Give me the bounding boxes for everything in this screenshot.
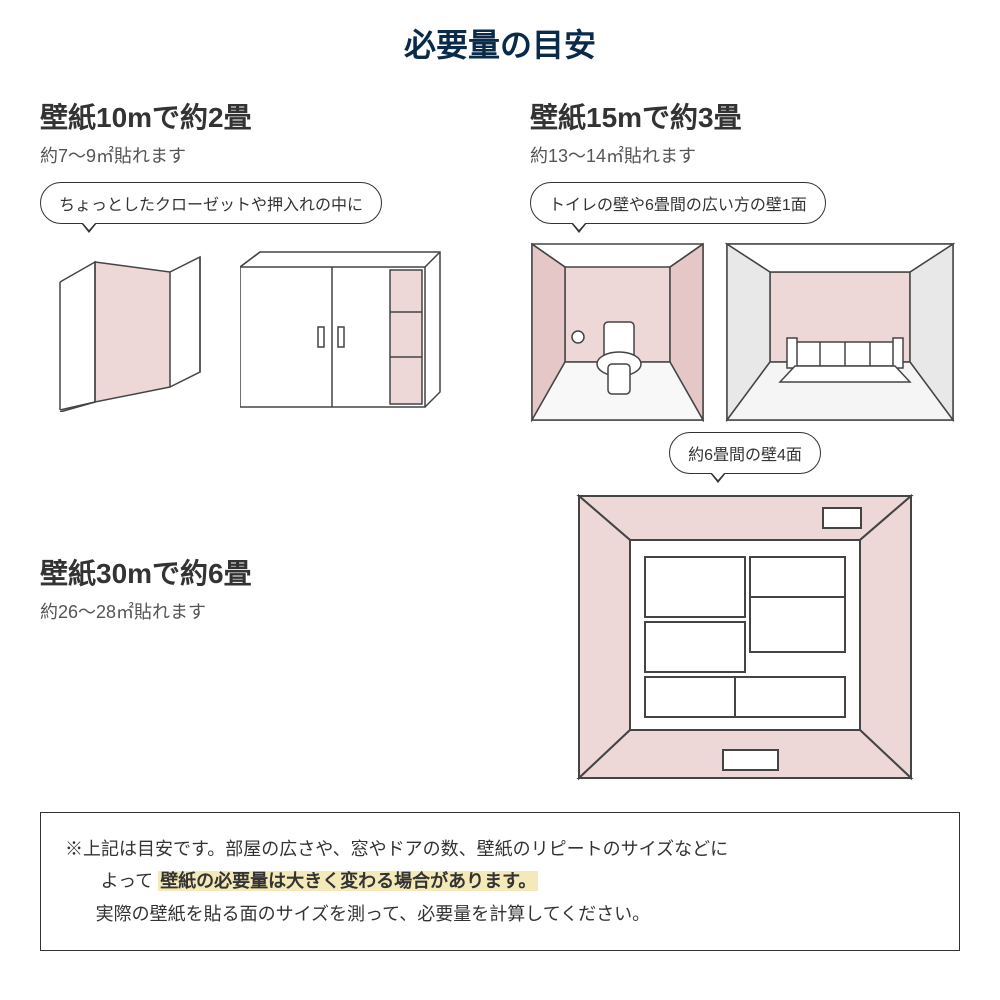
room-one-wall-icon	[725, 242, 955, 422]
section-30m-text: 壁紙30mで約6畳 約26〜28㎡貼れます	[40, 432, 470, 782]
heading-15m: 壁紙15mで約3畳	[530, 96, 960, 136]
heading-10m: 壁紙10mで約2畳	[40, 96, 470, 136]
bubble-15m: トイレの壁や6畳間の広い方の壁1面	[530, 182, 826, 224]
room-four-walls-icon	[575, 492, 915, 782]
toilet-room-icon	[530, 242, 705, 422]
section-30m-illust: 約6畳間の壁4面	[530, 432, 960, 782]
section-10m: 壁紙10mで約2畳 約7〜9㎡貼れます ちょっとしたクローゼットや押入れの中に	[40, 96, 470, 422]
closet-icon	[40, 242, 220, 412]
illust-row-10m	[40, 242, 470, 412]
illust-row-15m	[530, 242, 960, 422]
bubble-10m: ちょっとしたクローゼットや押入れの中に	[40, 182, 382, 224]
note-line3: 実際の壁紙を貼る面のサイズを測って、必要量を計算してください。	[65, 898, 935, 930]
bubble-30m: 約6畳間の壁4面	[669, 432, 821, 474]
illust-30m-wrap	[530, 492, 960, 782]
note-line2: よって 壁紙の必要量は大きく変わる場合があります。	[65, 865, 935, 897]
note-box: ※上記は目安です。部屋の広さや、窓やドアの数、壁紙のリピートのサイズなどに よっ…	[40, 812, 960, 951]
sliding-doors-icon	[240, 242, 450, 412]
page-title: 必要量の目安	[40, 20, 960, 66]
note-line1: ※上記は目安です。部屋の広さや、窓やドアの数、壁紙のリピートのサイズなどに	[65, 833, 935, 865]
sub-30m: 約26〜28㎡貼れます	[40, 598, 470, 624]
sections-grid: 壁紙10mで約2畳 約7〜9㎡貼れます ちょっとしたクローゼットや押入れの中に	[40, 96, 960, 782]
note-line3-text: 実際の壁紙を貼る面のサイズを測って、必要量を計算してください。	[96, 904, 651, 924]
note-line2a: よって	[101, 871, 154, 891]
section-15m: 壁紙15mで約3畳 約13〜14㎡貼れます トイレの壁や6畳間の広い方の壁1面	[530, 96, 960, 422]
sub-15m: 約13〜14㎡貼れます	[530, 142, 960, 168]
sub-10m: 約7〜9㎡貼れます	[40, 142, 470, 168]
note-highlight: 壁紙の必要量は大きく変わる場合があります。	[158, 871, 538, 891]
heading-30m: 壁紙30mで約6畳	[40, 552, 470, 592]
